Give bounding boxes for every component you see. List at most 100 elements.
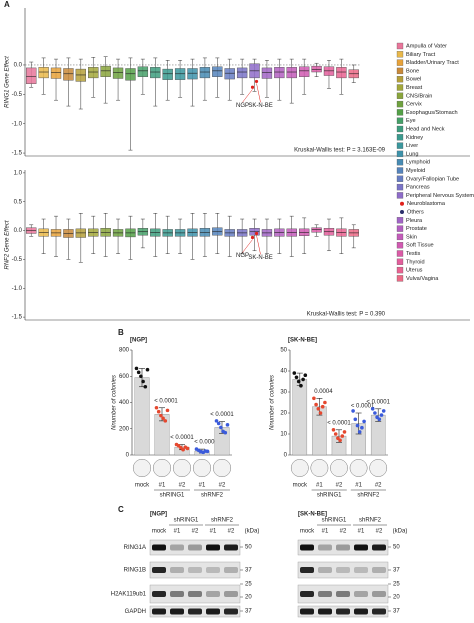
- y-axis-label: Nnumber of colonies: [112, 375, 118, 430]
- legend-label: Others: [407, 209, 424, 215]
- point: [161, 416, 165, 421]
- blot-band: [336, 544, 350, 551]
- point: [362, 419, 366, 424]
- highlight-label: NGP: [236, 253, 249, 259]
- box: [50, 67, 62, 79]
- legend-swatch: [396, 192, 404, 199]
- point: [353, 417, 358, 422]
- y-tick-label: 30: [280, 390, 287, 396]
- legend-label: Bone: [406, 68, 419, 74]
- row-label: GAPDH: [125, 609, 146, 615]
- blot-title: [SK-N-BE]: [298, 512, 327, 518]
- legend-swatch: [396, 67, 404, 75]
- box: [261, 67, 273, 79]
- point: [136, 370, 141, 375]
- point: [296, 379, 301, 384]
- group-label: shRING1: [174, 518, 199, 524]
- blot-band: [372, 544, 386, 551]
- legend-label: Kidney: [406, 135, 423, 141]
- blot-band: [300, 591, 314, 597]
- point: [292, 371, 297, 375]
- x-tick-label: #1: [355, 483, 362, 489]
- box: [162, 68, 173, 80]
- legend-label: Ovary/Fallopian Tube: [406, 176, 459, 182]
- point: [340, 434, 345, 438]
- point: [331, 428, 336, 432]
- p-value-label: < 0.0001: [210, 412, 234, 418]
- point: [294, 375, 299, 380]
- marker-label: 37: [393, 568, 400, 574]
- blot-band: [336, 608, 350, 615]
- colony-well: [132, 458, 152, 478]
- group-label: shRNF2: [201, 493, 224, 499]
- point: [156, 409, 161, 414]
- group-label: shRNF2: [357, 493, 380, 499]
- lane-label: mock: [152, 529, 167, 535]
- y-tick-label: -1.5: [12, 315, 23, 321]
- point: [139, 374, 143, 379]
- box: [26, 67, 37, 84]
- legend-swatch: [396, 100, 404, 108]
- highlight-point: [254, 79, 259, 84]
- point: [320, 404, 325, 409]
- marker-label: 37: [393, 609, 400, 615]
- x-tick-label: #1: [199, 483, 206, 489]
- y-tick-label: 0: [126, 453, 130, 459]
- blot-band: [170, 544, 184, 551]
- p-value-label: < 0.0001: [366, 399, 390, 405]
- legend-swatch: [396, 242, 404, 249]
- blot-band: [224, 567, 238, 573]
- colony-well: [192, 458, 212, 478]
- lane-label: #2: [376, 529, 383, 535]
- point: [214, 419, 219, 423]
- blot-band: [354, 544, 368, 551]
- point: [301, 377, 305, 382]
- box: [212, 66, 223, 77]
- blot-unit: (kDa): [393, 529, 408, 535]
- point: [141, 379, 145, 384]
- highlight-arrow: [256, 235, 261, 255]
- colony-well: [172, 458, 192, 478]
- blot-band: [170, 591, 184, 597]
- y-tick-label: 200: [119, 426, 130, 432]
- legend-label: Peripheral Nervous System: [406, 193, 474, 199]
- panel-label: C: [118, 505, 124, 514]
- box: [311, 227, 322, 233]
- x-tick-label: #2: [375, 483, 382, 489]
- y-tick-label: 600: [119, 374, 130, 380]
- legend-label: Vulva/Vagina: [406, 276, 439, 282]
- legend-swatch: [396, 159, 404, 166]
- blot-band: [152, 591, 166, 597]
- box: [299, 66, 310, 77]
- legend-swatch: [396, 51, 404, 58]
- legend-swatch: [396, 275, 404, 282]
- point: [360, 425, 364, 430]
- lane-label: #1: [174, 529, 181, 535]
- legend-label: Uterus: [406, 268, 423, 274]
- legend-label: Lung: [406, 151, 418, 157]
- p-value-label: 0.0004: [314, 389, 333, 395]
- y-axis-label: RNF2 Gene Effect: [5, 220, 11, 269]
- group-label: shRING1: [322, 518, 347, 524]
- annotation: Kruskal-Wallis test: P = 0.390: [307, 312, 386, 318]
- point: [370, 407, 375, 411]
- legend-label: Lymphoid: [406, 160, 430, 166]
- marker-label: 25: [245, 582, 252, 588]
- annotation: Kruskal-Wallis test: P = 3.163E-09: [294, 148, 386, 154]
- group-label: shRNF2: [359, 518, 382, 524]
- blot-unit: (kDa): [245, 529, 260, 535]
- highlight-label: NGP: [236, 103, 249, 109]
- legend-label: Pancreas: [406, 185, 430, 191]
- x-tick-label: #2: [179, 483, 186, 489]
- y-axis-label: Nnumber of colonies: [270, 375, 276, 430]
- legend-label: Head and Neck: [406, 126, 445, 132]
- y-tick-label: 0.0: [14, 228, 23, 234]
- legend-swatch: [396, 266, 404, 274]
- row-label: RING1A: [124, 545, 146, 551]
- point: [379, 413, 384, 417]
- bar: [134, 377, 150, 456]
- y-tick-label: -0.5: [12, 92, 23, 98]
- legend-label: CNS/Brain: [406, 93, 432, 99]
- colony-well: [330, 459, 348, 477]
